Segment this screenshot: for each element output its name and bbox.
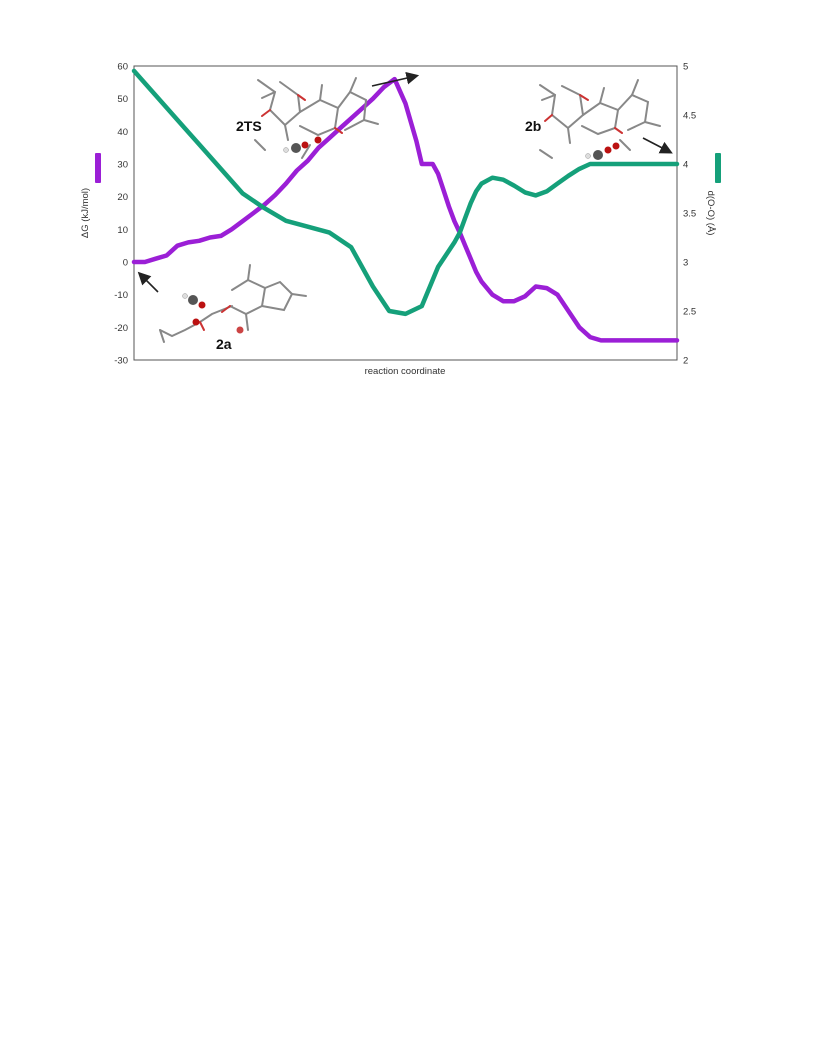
- left-tick-label: 0: [123, 258, 128, 269]
- right-tick-label: 3.5: [683, 209, 696, 220]
- right-tick-label: 2: [683, 356, 688, 367]
- figure: 60 50 40 30 20 10 0 -10 -20 -30 5 4.5 4 3.5 3 2.5 2 rea…: [80, 62, 721, 377]
- arrow-2b: [642, 137, 673, 154]
- arrow-2a: [137, 271, 159, 293]
- annotation-2b: 2b: [525, 118, 541, 134]
- left-tick-label: -30: [114, 356, 128, 367]
- right-tick-label: 4.5: [683, 111, 696, 122]
- left-tick-label: 60: [117, 62, 128, 73]
- series-free-energy-line: [131, 76, 680, 343]
- left-tick-label: 40: [117, 127, 128, 138]
- series-distance-line: [131, 68, 680, 317]
- annotation-2a: 2a: [216, 336, 232, 352]
- right-tick-label: 5: [683, 62, 688, 73]
- y-right-axis-label: d(O-O) (Å): [705, 191, 716, 236]
- series-color-swatch-left: [95, 153, 101, 183]
- x-axis-label: reaction coordinate: [365, 366, 446, 377]
- right-tick-label: 2.5: [683, 307, 696, 318]
- left-tick-label: 30: [117, 160, 128, 171]
- left-tick-label: 20: [117, 192, 128, 203]
- left-tick-label: -20: [114, 323, 128, 334]
- left-tick-label: 50: [117, 94, 128, 105]
- left-tick-label: 10: [117, 225, 128, 236]
- right-tick-label: 4: [683, 160, 688, 171]
- left-axis-ticks: 60 50 40 30 20 10 0 -10 -20 -30: [114, 62, 128, 367]
- plot-frame: [133, 65, 678, 361]
- series-color-swatch-right: [715, 153, 721, 183]
- right-tick-label: 3: [683, 258, 688, 269]
- y-left-axis-label: ΔG (kJ/mol): [80, 188, 91, 238]
- left-tick-label: -10: [114, 290, 128, 301]
- annotation-2ts: 2TS: [236, 118, 262, 134]
- right-axis-ticks: 5 4.5 4 3.5 3 2.5 2: [683, 62, 696, 367]
- molecule-2ts-image: [254, 77, 379, 159]
- molecule-2b-image: [539, 79, 661, 160]
- molecule-2a-image: [159, 264, 307, 343]
- arrow-2ts: [371, 71, 420, 87]
